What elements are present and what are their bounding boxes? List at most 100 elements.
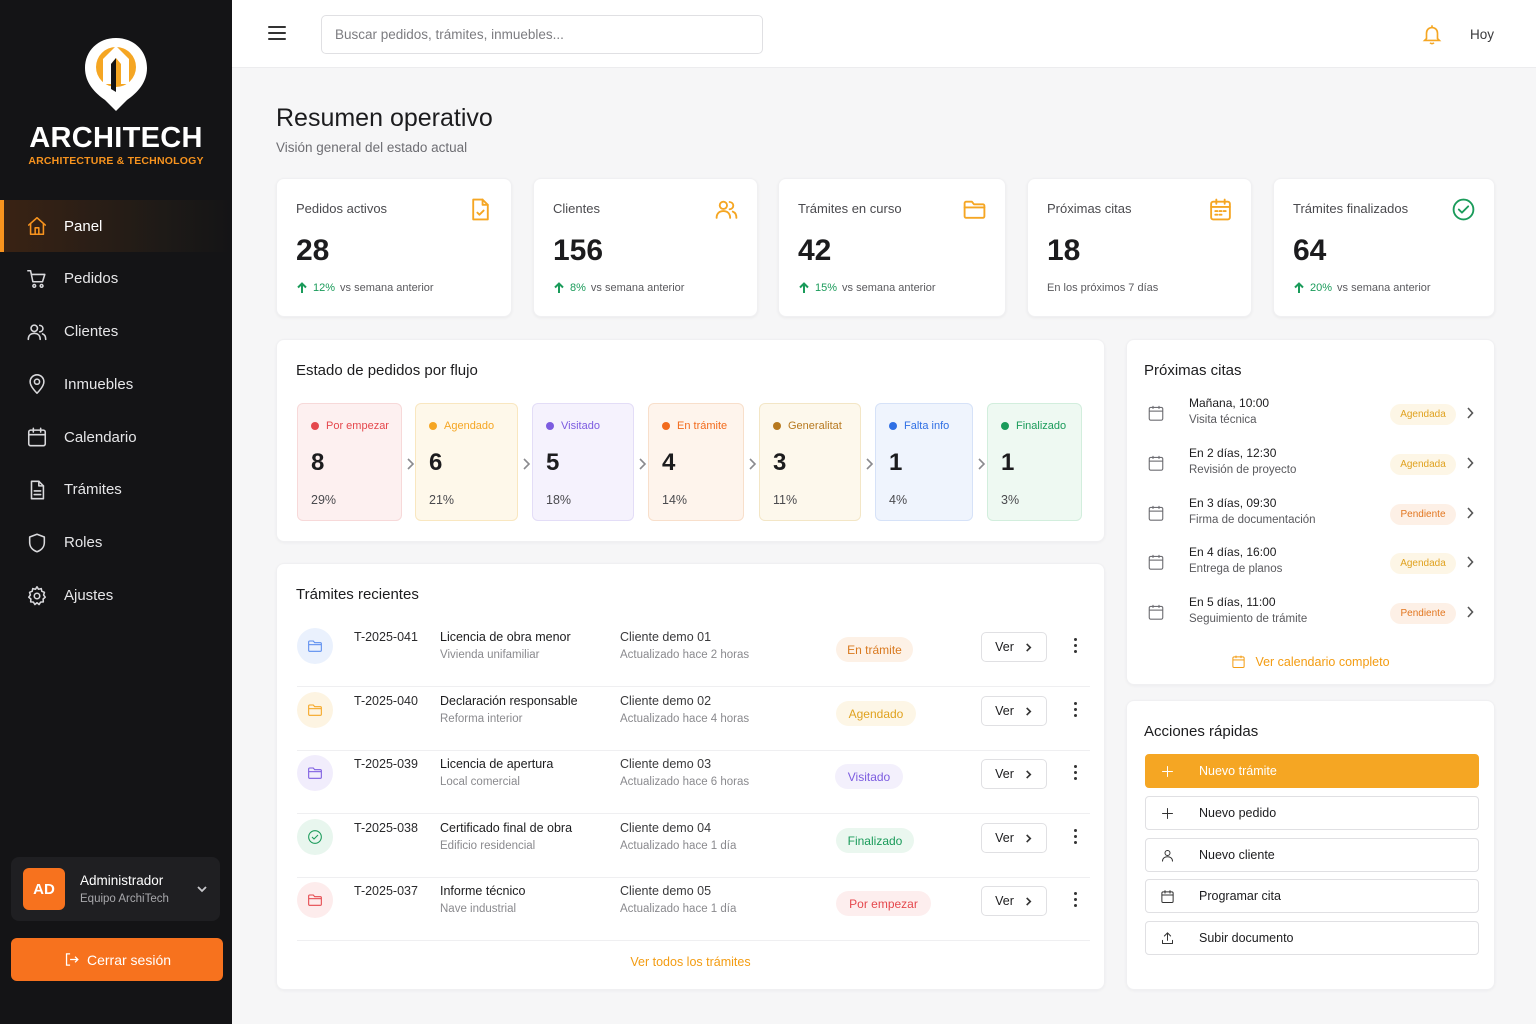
flow-stage-card[interactable]: Generalitat 3 11% [759,403,861,521]
flow-panel: Estado de pedidos por flujo Por empezar 8… [276,339,1105,542]
plus-icon [1162,808,1173,819]
chevron-down-icon[interactable] [196,883,208,895]
logout-label: Cerrar sesión [86,951,172,968]
flow-stage-card[interactable]: Por empezar 8 29% [297,403,402,521]
flow-stage-label: Agendado [429,420,494,432]
status-badge: En trámite [836,637,913,662]
quick-action-button[interactable]: Programar cita [1145,879,1479,913]
sidebar-item-tramites[interactable]: Trámites [0,464,232,516]
brand-name: ARCHITECH [29,122,203,154]
chevron-right-icon[interactable] [1466,556,1474,568]
table-row: T-2025-039 Licencia de apertura Local come… [297,751,1090,814]
status-dot [546,422,554,430]
sidebar-item-panel[interactable]: Panel [0,200,232,252]
sidebar-item-label: Inmuebles [64,375,134,393]
quick-action-button[interactable]: Nuevo cliente [1145,838,1479,872]
kpi-card-citas: Próximas citas 18 En los próximos 7 días [1027,178,1252,317]
tramite-title: Licencia de apertura [440,757,554,771]
view-button[interactable]: Ver [981,886,1047,916]
sidebar-item-label: Panel [64,217,103,235]
user-team: Equipo ArchiTech [80,893,169,905]
flow-stage-count: 6 [429,449,443,476]
quick-actions-title: Acciones rápidas [1144,723,1259,740]
kpi-trend: 15% vs semana anterior [798,282,936,294]
chevron-right-icon[interactable] [1466,407,1474,419]
flow-stage-card[interactable]: Agendado 6 21% [415,403,518,521]
quick-action-label: Nuevo trámite [1199,764,1277,778]
calendar-link-label: Ver calendario completo [1255,654,1390,669]
cita-description: Entrega de planos [1189,563,1283,575]
flow-stage-label: En trámite [662,420,727,432]
file-icon [472,198,489,221]
quick-action-label: Subir documento [1199,931,1294,945]
see-all-tramites-link[interactable]: Ver todos los trámites [630,955,751,969]
sidebar-item-label: Pedidos [64,270,119,288]
sidebar-item-clientes[interactable]: Clientes [0,306,232,358]
tramite-subtitle: Vivienda unifamiliar [440,649,540,661]
chevron-right-icon[interactable] [1466,457,1474,469]
more-options-icon[interactable] [1068,702,1082,720]
bell-icon[interactable] [1421,23,1443,45]
list-item[interactable]: En 4 días, 16:00 Entrega de planos Agendad… [1145,545,1482,593]
list-item[interactable]: En 2 días, 12:30 Revisión de proyecto Agen… [1145,446,1482,494]
quick-action-button[interactable]: Nuevo trámite [1145,754,1479,788]
flow-stage-card[interactable]: Falta info 1 4% [875,403,973,521]
chevron-right-icon [407,458,415,470]
sidebar-nav: Panel Pedidos Clientes Inmuebles Calenda… [0,200,232,622]
kpi-label: Pedidos activos [296,201,388,216]
document-icon [30,480,45,500]
calendar-link[interactable]: Ver calendario completo [1127,654,1494,669]
cita-time: Mañana, 10:00 [1189,396,1270,410]
quick-action-label: Programar cita [1199,889,1281,903]
kpi-card-tramites: Trámites en curso 42 15% vs semana anter… [778,178,1006,317]
logout-button[interactable]: Cerrar sesión [11,938,223,981]
plus-icon [1162,766,1173,777]
table-row: T-2025-038 Certificado final de obra Edifi… [297,815,1090,878]
tramite-subtitle: Local comercial [440,776,520,788]
view-button[interactable]: Ver [981,759,1047,789]
more-options-icon[interactable] [1068,638,1082,656]
list-item[interactable]: En 5 días, 11:00 Seguimiento de trámite Pe… [1145,595,1482,643]
list-item[interactable]: En 3 días, 09:30 Firma de documentación Pe… [1145,496,1482,544]
quick-action-label: Nuevo cliente [1199,848,1275,862]
search-input[interactable] [321,15,763,54]
flow-stage-card[interactable]: En trámite 4 14% [648,403,744,521]
cita-time: En 2 días, 12:30 [1189,446,1277,460]
view-button[interactable]: Ver [981,632,1047,662]
kpi-card-pedidos: Pedidos activos 28 12% vs semana anterio… [276,178,512,317]
table-row: T-2025-037 Informe técnico Nave industrial… [297,878,1090,941]
sidebar-item-pedidos[interactable]: Pedidos [0,253,232,305]
tramite-client: Cliente demo 02 [620,694,712,708]
quick-action-button[interactable]: Subir documento [1145,921,1479,955]
view-button[interactable]: Ver [981,823,1047,853]
kpi-card-finalizados: Trámites finalizados 64 20% vs semana an… [1273,178,1495,317]
more-options-icon[interactable] [1068,829,1082,847]
chevron-right-icon[interactable] [1466,606,1474,618]
flow-stage-label: Generalitat [773,420,842,432]
more-options-icon[interactable] [1068,765,1082,783]
view-button[interactable]: Ver [981,696,1047,726]
sidebar-item-inmuebles[interactable]: Inmuebles [0,358,232,410]
status-dot [889,422,897,430]
sidebar-item-roles[interactable]: Roles [0,517,232,569]
today-button[interactable]: Hoy [1470,27,1495,42]
flow-stage-card[interactable]: Finalizado 1 3% [987,403,1082,521]
hamburger-menu-icon[interactable] [268,26,286,40]
user-card[interactable]: AD Administrador Equipo ArchiTech [11,857,220,921]
flow-stage-percent: 29% [311,493,337,507]
user-name: Administrador [80,873,164,888]
cita-time: En 4 días, 16:00 [1189,545,1277,559]
quick-action-button[interactable]: Nuevo pedido [1145,796,1479,830]
list-item[interactable]: Mañana, 10:00 Visita técnica Agendada [1145,396,1482,444]
flow-stage-percent: 14% [662,493,688,507]
user-icon [1162,850,1173,862]
chevron-right-icon[interactable] [1466,507,1474,519]
sidebar-item-calendario[interactable]: Calendario [0,411,232,463]
kpi-trend-percent: 12% [313,282,336,294]
more-options-icon[interactable] [1068,892,1082,910]
tramite-client: Cliente demo 04 [620,821,712,835]
kpi-trend-percent: 20% [1310,282,1333,294]
sidebar-item-ajustes[interactable]: Ajustes [0,570,232,622]
sidebar-item-label: Roles [64,534,103,552]
flow-stage-card[interactable]: Visitado 5 18% [532,403,634,521]
